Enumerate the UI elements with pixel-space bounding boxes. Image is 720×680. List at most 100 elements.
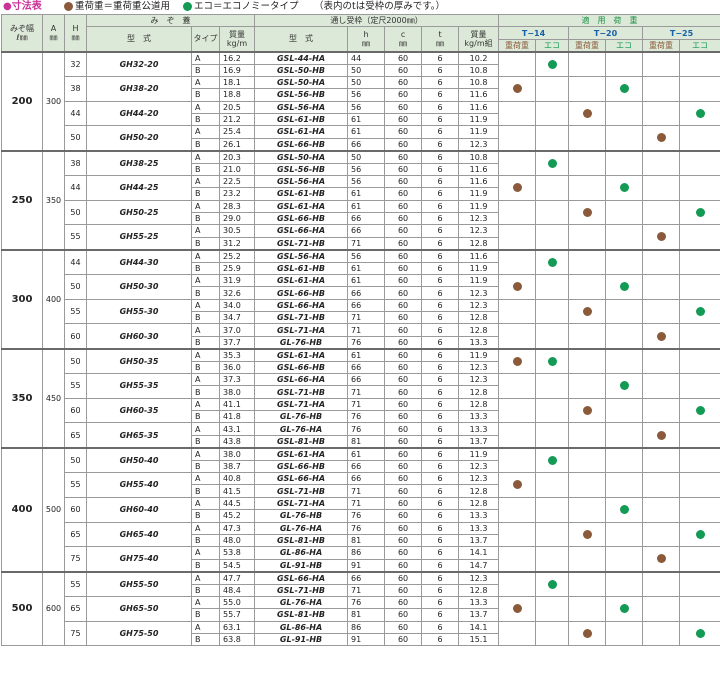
load-cell bbox=[535, 274, 570, 300]
frame-mass-cell: 13.3 bbox=[458, 422, 500, 436]
type-cell: A bbox=[191, 75, 220, 90]
c-cell: 60 bbox=[384, 174, 423, 189]
type-cell: B bbox=[191, 608, 220, 622]
c-cell: 60 bbox=[384, 199, 423, 213]
load-cell bbox=[679, 595, 720, 622]
h2-cell: 56 bbox=[347, 162, 386, 176]
table-row: 55 GH55-35 A 37.3 GSL-66-HA 66 60 6 12.3 bbox=[2, 373, 720, 399]
eco-marker-icon bbox=[547, 158, 557, 168]
eco-marker-icon bbox=[619, 604, 629, 614]
load-cell bbox=[535, 570, 570, 597]
heavy-load-marker-icon bbox=[656, 331, 666, 341]
load-cell bbox=[679, 521, 720, 548]
t-cell: 6 bbox=[421, 286, 460, 300]
c-cell: 60 bbox=[384, 533, 423, 548]
load-t25-header: T−25 bbox=[642, 26, 720, 40]
heavy-load-marker-icon bbox=[656, 554, 666, 564]
h2-cell: 61 bbox=[347, 112, 386, 127]
t-cell: 6 bbox=[421, 75, 460, 90]
frame-mass-cell: 11.9 bbox=[458, 273, 500, 288]
load-cell bbox=[642, 100, 681, 127]
mass-cell: 48.0 bbox=[218, 533, 256, 548]
frame-mass-cell: 12.8 bbox=[458, 397, 500, 412]
model-cell: GH75-40 bbox=[86, 546, 192, 573]
t-cell: 6 bbox=[421, 100, 460, 114]
t-cell: 6 bbox=[421, 422, 460, 436]
load-group-header: 適 用 荷 重 bbox=[498, 13, 720, 28]
load-cell bbox=[605, 174, 644, 201]
t-cell: 6 bbox=[421, 434, 460, 449]
h2-cell: 66 bbox=[347, 373, 386, 387]
mass-cell: 43.1 bbox=[218, 422, 256, 436]
mass-cell: 25.9 bbox=[218, 261, 256, 276]
load-cell bbox=[642, 298, 681, 325]
type-cell: B bbox=[191, 583, 220, 597]
load-cell bbox=[568, 347, 607, 375]
mass-cell: 22.5 bbox=[218, 174, 256, 189]
frame-mass-cell: 12.3 bbox=[458, 224, 500, 238]
t-cell: 6 bbox=[421, 63, 460, 77]
mass-cell: 26.1 bbox=[218, 137, 256, 152]
frame-model-cell: GSL-71-HA bbox=[254, 397, 349, 412]
h2-cell: 66 bbox=[347, 224, 386, 238]
t-cell: 6 bbox=[421, 484, 460, 498]
load-cell bbox=[605, 50, 644, 77]
model-cell: GH44-30 bbox=[86, 248, 192, 275]
col-h2-header: h ㎜ bbox=[347, 26, 386, 53]
frame-mass-cell: 13.3 bbox=[458, 595, 500, 610]
load-cell bbox=[535, 224, 570, 251]
c-cell: 60 bbox=[384, 75, 423, 90]
c-cell: 60 bbox=[384, 434, 423, 449]
h-cell: 55 bbox=[64, 298, 87, 325]
type-cell: A bbox=[191, 273, 220, 288]
type-cell: A bbox=[191, 373, 220, 387]
mass-cell: 41.5 bbox=[218, 484, 256, 498]
table-row: B 32.6 GSL-66-HB 66 60 6 12.3 bbox=[2, 286, 720, 300]
load-cell bbox=[568, 224, 607, 251]
load-cell bbox=[498, 224, 537, 251]
frame-mass-cell: 14.1 bbox=[458, 546, 500, 560]
frame-mass-cell: 12.8 bbox=[458, 583, 500, 597]
model-cell: GH50-30 bbox=[86, 274, 192, 300]
frame-mass-cell: 14.1 bbox=[458, 620, 500, 634]
frame-model-cell: GSL-50-HA bbox=[254, 75, 349, 90]
c-cell: 60 bbox=[384, 546, 423, 560]
table-row: 500 600 55 GH55-50 A 47.7 GSL-66-HA 66 60 6 12.3 bbox=[1, 570, 720, 647]
t-cell: 6 bbox=[421, 224, 460, 238]
frame-model-cell: GSL-66-HB bbox=[254, 360, 349, 375]
c-cell: 60 bbox=[384, 112, 423, 127]
load-cell bbox=[568, 373, 607, 399]
mass-cell: 20.3 bbox=[218, 149, 256, 164]
h2-cell: 66 bbox=[347, 211, 386, 226]
h-cell: 50 bbox=[64, 199, 87, 226]
type-cell: A bbox=[191, 422, 220, 436]
h-cell: 65 bbox=[64, 422, 87, 449]
heavy-load-marker-icon bbox=[512, 480, 522, 490]
load-cell bbox=[568, 298, 607, 325]
type-cell: B bbox=[191, 632, 220, 647]
h-cell: 60 bbox=[64, 397, 87, 424]
type-cell: B bbox=[191, 385, 220, 399]
frame-mass-cell: 11.9 bbox=[458, 125, 500, 139]
type-cell: B bbox=[191, 236, 220, 251]
h2-cell: 44 bbox=[347, 50, 386, 65]
load-cell bbox=[642, 472, 681, 498]
type-cell: B bbox=[191, 286, 220, 300]
frame-model-cell: GSL-56-HA bbox=[254, 174, 349, 189]
t-cell: 6 bbox=[421, 298, 460, 313]
h2-cell: 81 bbox=[347, 434, 386, 449]
h2-cell: 76 bbox=[347, 422, 386, 436]
load-cell bbox=[535, 248, 570, 275]
load-cell bbox=[679, 274, 720, 300]
frame-model-cell: GSL-50-HA bbox=[254, 149, 349, 164]
type-cell: A bbox=[191, 496, 220, 511]
h2-cell: 61 bbox=[347, 446, 386, 461]
eco-marker-icon bbox=[619, 505, 629, 515]
eco-marker-icon bbox=[619, 183, 629, 193]
model-cell: GH75-50 bbox=[86, 620, 192, 647]
a-cell: 600 bbox=[42, 570, 65, 647]
load-cell bbox=[568, 149, 607, 176]
frame-model-cell: GSL-71-HB bbox=[254, 385, 349, 399]
mass-cell: 40.8 bbox=[218, 472, 256, 486]
frame-model-cell: GSL-71-HA bbox=[254, 496, 349, 511]
